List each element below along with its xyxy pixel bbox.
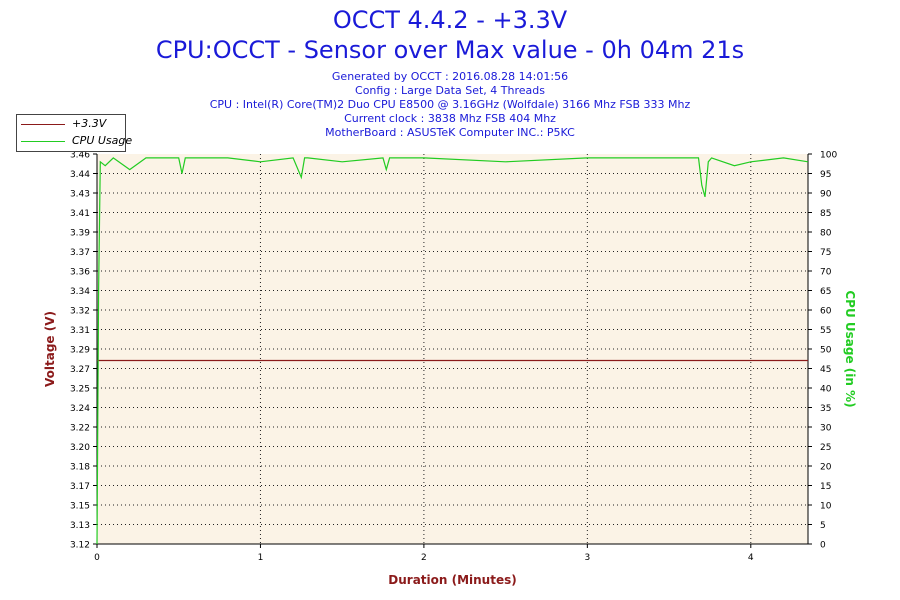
y2-tick-label: 40 [820,385,832,395]
info-config: Config : Large Data Set, 4 Threads [355,84,545,97]
y-tick-label: 3.24 [70,404,90,414]
y2-tick-label: 100 [820,151,837,161]
y2-tick-label: 75 [820,248,831,258]
series-line-cpu-usage [96,157,809,545]
y2-tick-label: 65 [820,287,831,297]
y2-tick-label: 45 [820,365,831,375]
x-tick-label: 3 [584,553,590,563]
y2-tick-label: 15 [820,482,831,492]
y-tick-label: 3.25 [70,385,90,395]
y-tick-label: 3.20 [70,443,90,453]
x-tick-label: 2 [421,553,427,563]
y-tick-label: 3.31 [70,326,90,336]
y-tick-label: 3.39 [70,229,90,239]
y2-tick-label: 50 [820,346,832,356]
y-tick-label: 3.44 [70,170,90,180]
y2-tick-label: 25 [820,443,831,453]
x-tick-label: 0 [94,553,100,563]
y-axis-label: Voltage (V) [43,311,57,387]
chart-subtitle: CPU:OCCT - Sensor over Max value - 0h 04… [155,36,745,64]
y2-tick-label: 55 [820,326,831,336]
y2-tick-label: 35 [820,404,831,414]
y-tick-label: 3.18 [70,463,90,473]
y2-tick-label: 30 [820,424,832,434]
y2-tick-label: 20 [820,463,832,473]
y2-tick-label: 90 [820,190,832,200]
y-tick-label: 3.13 [70,521,90,531]
x-tick-label: 4 [748,553,754,563]
y-tick-label: 3.36 [70,268,90,278]
y-tick-label: 3.37 [70,248,90,258]
info-generated: Generated by OCCT : 2016.08.28 14:01:56 [331,70,569,83]
y-tick-label: 3.22 [70,424,90,434]
y-tick-label: 3.27 [70,365,90,375]
info-motherboard: MotherBoard : ASUSTeK Computer INC.: P5K… [325,126,575,139]
y-tick-label: 3.34 [70,287,90,297]
y-tick-label: 3.29 [70,346,90,356]
y2-tick-label: 85 [820,209,831,219]
y-tick-label: 3.17 [70,482,90,492]
y-tick-label: 3.15 [70,502,90,512]
y2-tick-label: 10 [820,502,832,512]
x-tick-label: 1 [258,553,264,563]
chart-legend: +3.3V CPU Usage [16,114,132,152]
info-clock: Current clock : 3838 Mhz FSB 404 Mhz [344,112,556,125]
x-axis-label: Duration (Minutes) [388,573,516,587]
y-tick-label: 3.43 [70,190,90,200]
chart-title: OCCT 4.4.2 - +3.3V [332,6,568,34]
legend-swatch-voltage [21,124,65,125]
info-cpu: CPU : Intel(R) Core(TM)2 Duo CPU E8500 @… [209,98,691,111]
y2-tick-label: 60 [820,307,832,317]
y2-tick-label: 0 [820,541,826,551]
y2-tick-label: 95 [820,170,831,180]
y-tick-label: 3.32 [70,307,90,317]
y2-tick-label: 80 [820,229,832,239]
y-tick-label: 3.46 [70,151,90,161]
legend-item-voltage: +3.3V [17,116,125,132]
legend-label-voltage: +3.3V [72,117,107,130]
y2-tick-label: 5 [820,521,826,531]
legend-item-cpu-usage: CPU Usage [17,133,132,149]
y-tick-label: 3.41 [70,209,90,219]
y2-tick-label: 70 [820,268,832,278]
y-tick-label: 3.12 [70,541,90,551]
y2-axis-label: CPU Usage (in %) [843,290,857,407]
legend-swatch-cpu-usage [21,141,65,142]
legend-label-cpu-usage: CPU Usage [72,134,133,147]
